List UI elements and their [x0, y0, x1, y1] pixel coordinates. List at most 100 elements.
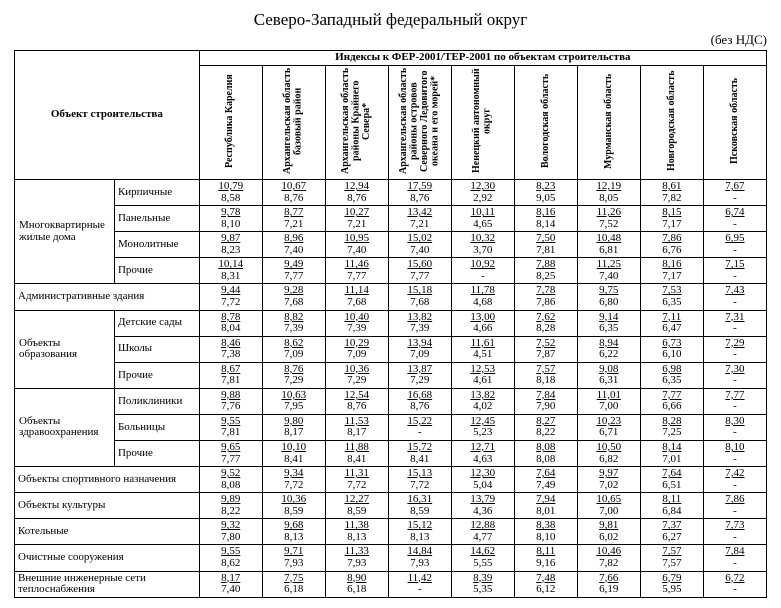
- region-header: Новгородская область: [640, 65, 703, 180]
- header-object: Объект строительства: [15, 51, 200, 180]
- data-cell: 11,317,72: [325, 467, 388, 493]
- data-cell: 10,368,59: [262, 493, 325, 519]
- data-cell: 9,898,22: [199, 493, 262, 519]
- data-cell: 10,486,81: [577, 232, 640, 258]
- data-cell: 9,497,77: [262, 258, 325, 284]
- region-header: Архангельская область районы Крайнего Се…: [325, 65, 388, 180]
- subgroup-label: Поликлиники: [114, 388, 199, 414]
- group-label: Административные здания: [15, 284, 200, 310]
- data-cell: 7,42-: [703, 467, 766, 493]
- data-cell: 9,287,68: [262, 284, 325, 310]
- data-cell: 7,646,51: [640, 467, 703, 493]
- table-row: Объекты спортивного назначения9,528,089,…: [15, 467, 767, 493]
- group-label: Объекты культуры: [15, 493, 200, 519]
- data-cell: 10,108,41: [262, 441, 325, 467]
- data-cell: 7,486,12: [514, 571, 577, 597]
- data-cell: 15,22-: [388, 414, 451, 440]
- data-cell: 6,72-: [703, 571, 766, 597]
- data-cell: 15,728,41: [388, 441, 451, 467]
- data-cell: 9,657,77: [199, 441, 262, 467]
- data-cell: 12,548,76: [325, 388, 388, 414]
- data-cell: 7,376,27: [640, 519, 703, 545]
- header-indexes: Индексы к ФЕР-2001/ТЕР-2001 по объектам …: [199, 51, 766, 66]
- data-cell: 11,267,52: [577, 206, 640, 232]
- subgroup-label: Прочие: [114, 362, 199, 388]
- data-cell: 12,455,23: [451, 414, 514, 440]
- data-cell: 12,534,61: [451, 362, 514, 388]
- data-cell: 7,31-: [703, 310, 766, 336]
- index-table: Объект строительства Индексы к ФЕР-2001/…: [14, 50, 767, 598]
- subgroup-label: Кирпичные: [114, 180, 199, 206]
- table-row: Панельные9,788,108,777,2110,277,2113,427…: [15, 206, 767, 232]
- data-cell: 10,92-: [451, 258, 514, 284]
- table-body: Многоквартирные жилые домаКирпичные10,79…: [15, 180, 767, 598]
- data-cell: 6,986,35: [640, 362, 703, 388]
- data-cell: 10,114,65: [451, 206, 514, 232]
- data-cell: 8,177,40: [199, 571, 262, 597]
- data-cell: 9,557,81: [199, 414, 262, 440]
- data-cell: 10,957,40: [325, 232, 388, 258]
- subgroup-label: Панельные: [114, 206, 199, 232]
- table-row: Котельные9,327,809,688,1311,388,1315,128…: [15, 519, 767, 545]
- data-cell: 10,297,09: [325, 336, 388, 362]
- region-header: Архангельская область районы островов Се…: [388, 65, 451, 180]
- data-cell: 7,116,47: [640, 310, 703, 336]
- region-header: Ненецкий автономный округ: [451, 65, 514, 180]
- table-row: Объекты культуры9,898,2210,368,5912,278,…: [15, 493, 767, 519]
- data-cell: 8,287,25: [640, 414, 703, 440]
- data-cell: 8,967,40: [262, 232, 325, 258]
- data-cell: 6,795,95: [640, 571, 703, 597]
- data-cell: 9,717,93: [262, 545, 325, 571]
- data-cell: 9,977,02: [577, 467, 640, 493]
- data-cell: 10,148,31: [199, 258, 262, 284]
- data-cell: 13,827,39: [388, 310, 451, 336]
- data-cell: 8,777,21: [262, 206, 325, 232]
- subgroup-label: Больницы: [114, 414, 199, 440]
- data-cell: 7,77-: [703, 388, 766, 414]
- table-header: Объект строительства Индексы к ФЕР-2001/…: [15, 51, 767, 180]
- data-cell: 12,948,76: [325, 180, 388, 206]
- data-cell: 12,198,05: [577, 180, 640, 206]
- data-cell: 7,866,76: [640, 232, 703, 258]
- table-row: Монолитные9,878,238,967,4010,957,4015,02…: [15, 232, 767, 258]
- table-row: Объекты образованияДетские сады8,788,048…: [15, 310, 767, 336]
- data-cell: 8,168,14: [514, 206, 577, 232]
- data-cell: 11,614,51: [451, 336, 514, 362]
- data-cell: 10,467,82: [577, 545, 640, 571]
- data-cell: 10,678,76: [262, 180, 325, 206]
- data-cell: 8,467,38: [199, 336, 262, 362]
- data-cell: 7,86-: [703, 493, 766, 519]
- data-cell: 9,146,35: [577, 310, 640, 336]
- data-cell: 8,167,17: [640, 258, 703, 284]
- data-cell: 8,116,84: [640, 493, 703, 519]
- data-cell: 12,305,04: [451, 467, 514, 493]
- data-cell: 11,257,40: [577, 258, 640, 284]
- subgroup-label: Школы: [114, 336, 199, 362]
- data-cell: 10,798,58: [199, 180, 262, 206]
- data-cell: 11,388,13: [325, 519, 388, 545]
- data-cell: 6,95-: [703, 232, 766, 258]
- data-cell: 16,688,76: [388, 388, 451, 414]
- data-cell: 13,427,21: [388, 206, 451, 232]
- data-cell: 10,657,00: [577, 493, 640, 519]
- data-cell: 10,637,95: [262, 388, 325, 414]
- vat-note: (без НДС): [14, 32, 767, 48]
- data-cell: 13,004,66: [451, 310, 514, 336]
- data-cell: 7,84-: [703, 545, 766, 571]
- data-cell: 8,278,22: [514, 414, 577, 440]
- data-cell: 9,528,08: [199, 467, 262, 493]
- data-cell: 9,808,17: [262, 414, 325, 440]
- data-cell: 9,816,02: [577, 519, 640, 545]
- page-title: Северо-Западный федеральный округ: [14, 10, 767, 30]
- data-cell: 10,277,21: [325, 206, 388, 232]
- table-row: Прочие9,657,7710,108,4111,888,4115,728,4…: [15, 441, 767, 467]
- table-row: Внешние инженерные сети теплоснабжения8,…: [15, 571, 767, 597]
- data-cell: 8,119,16: [514, 545, 577, 571]
- data-cell: 7,577,57: [640, 545, 703, 571]
- data-cell: 11,337,93: [325, 545, 388, 571]
- data-cell: 7,578,18: [514, 362, 577, 388]
- data-cell: 12,302,92: [451, 180, 514, 206]
- data-cell: 7,15-: [703, 258, 766, 284]
- table-row: Многоквартирные жилые домаКирпичные10,79…: [15, 180, 767, 206]
- data-cell: 7,507,81: [514, 232, 577, 258]
